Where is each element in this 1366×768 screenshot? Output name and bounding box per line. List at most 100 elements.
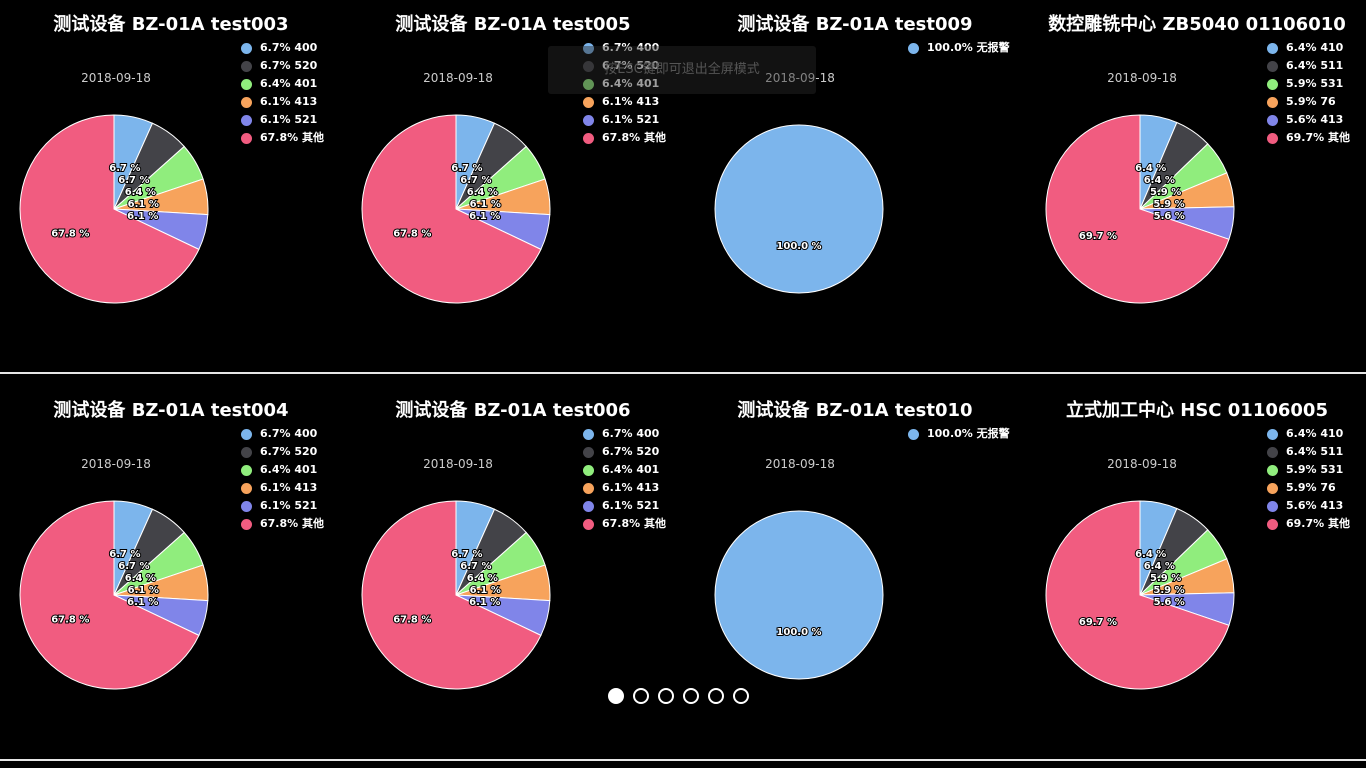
legend-marker-icon [583,428,594,440]
pager-dot[interactable] [633,688,649,704]
pie-slice[interactable] [1045,114,1230,304]
legend-marker-icon [241,518,252,530]
legend-item[interactable]: 5.9% 531 [1267,461,1350,479]
slice-data-label: 5.9 % [1153,199,1184,210]
legend-item[interactable]: 67.8% 其他 [583,515,666,533]
slice-data-label: 5.6 % [1154,597,1185,608]
legend-item[interactable]: 6.7% 520 [241,57,324,75]
pager-dot[interactable] [733,688,749,704]
pager-dot[interactable] [608,688,624,704]
legend-label: 6.7% 400 [260,427,318,440]
legend-label: 6.7% 520 [260,59,318,72]
pie-slice[interactable] [714,124,884,294]
legend-label: 5.9% 76 [1286,481,1336,494]
legend-marker-icon [1267,132,1278,144]
legend-marker-icon [241,60,252,72]
legend-item[interactable]: 6.7% 520 [241,443,324,461]
legend-marker-icon [583,132,594,144]
slice-data-label: 6.1 % [469,211,500,222]
legend-item[interactable]: 6.1% 521 [583,497,666,515]
legend-label: 6.4% 511 [1286,59,1344,72]
pie-slice[interactable] [361,500,542,690]
legend-item[interactable]: 5.9% 76 [1267,93,1350,111]
legend-marker-icon [1267,60,1278,72]
legend-item[interactable]: 6.1% 413 [241,93,324,111]
pie-chart: 6.7 %6.7 %6.4 %6.1 %6.1 %67.8 % [361,500,551,690]
slice-data-label: 6.1 % [469,597,500,608]
legend-marker-icon [241,428,252,440]
legend-label: 6.7% 400 [602,427,660,440]
legend-item[interactable]: 67.8% 其他 [583,129,666,147]
legend-item[interactable]: 6.4% 511 [1267,443,1350,461]
pager-dot[interactable] [683,688,699,704]
pie-panel: 测试设备 BZ-01A test010 2018-09-18 100.0% 无报警 1… [685,386,1026,758]
pie-slice[interactable] [19,500,200,690]
legend-item[interactable]: 69.7% 其他 [1267,129,1350,147]
legend-label: 6.4% 410 [1286,427,1344,440]
pie-panel: 测试设备 BZ-01A test009 2018-09-18 100.0% 无报警 1… [685,0,1026,372]
legend-item[interactable]: 67.8% 其他 [241,129,324,147]
legend-item[interactable]: 5.6% 413 [1267,497,1350,515]
legend-item[interactable]: 6.1% 413 [583,93,666,111]
legend-label: 6.1% 413 [260,481,318,494]
chart-date: 2018-09-18 [81,71,151,85]
legend-item[interactable]: 5.9% 531 [1267,75,1350,93]
legend-item[interactable]: 6.7% 520 [583,57,666,75]
slice-data-label: 67.8 % [393,615,431,626]
chart-legend: 6.7% 400 6.7% 520 6.4% 401 6.1% 413 6.1% 521… [241,39,324,147]
pie-slice[interactable] [1045,500,1230,690]
legend-label: 6.1% 413 [260,95,318,108]
row-divider [0,372,1366,374]
chart-date: 2018-09-18 [1107,457,1177,471]
chart-title: 测试设备 BZ-01A test003 [53,14,289,35]
slice-data-label: 6.1 % [128,199,159,210]
legend-marker-icon [1267,446,1278,458]
legend-item[interactable]: 6.7% 400 [241,39,324,57]
legend-item[interactable]: 6.7% 400 [583,39,666,57]
legend-item[interactable]: 6.1% 521 [583,111,666,129]
legend-item[interactable]: 6.7% 400 [583,425,666,443]
pager-dot[interactable] [708,688,724,704]
legend-item[interactable]: 6.1% 521 [241,111,324,129]
chart-date: 2018-09-18 [765,71,835,85]
legend-item[interactable]: 6.1% 413 [583,479,666,497]
legend-item[interactable]: 6.4% 410 [1267,39,1350,57]
carousel-pager [608,688,749,704]
pie-panel: 测试设备 BZ-01A test003 2018-09-18 6.7% 400 6.7… [1,0,342,372]
legend-item[interactable]: 100.0% 无报警 [908,39,1010,57]
legend-marker-icon [1267,42,1278,54]
slice-data-label: 5.9 % [1153,585,1184,596]
legend-item[interactable]: 6.1% 413 [241,479,324,497]
pie-slice[interactable] [361,114,542,304]
pie-chart: 6.4 %6.4 %5.9 %5.9 %5.6 %69.7 % [1045,500,1235,690]
legend-label: 67.8% 其他 [260,131,324,144]
pie-slice[interactable] [19,114,200,304]
legend-item[interactable]: 100.0% 无报警 [908,425,1010,443]
pager-dot[interactable] [658,688,674,704]
legend-label: 6.7% 400 [602,41,660,54]
legend-item[interactable]: 6.4% 401 [583,75,666,93]
slice-data-label: 6.1 % [128,585,159,596]
legend-item[interactable]: 6.4% 401 [241,75,324,93]
chart-legend: 100.0% 无报警 [908,425,1010,443]
legend-item[interactable]: 6.7% 400 [241,425,324,443]
legend-item[interactable]: 5.9% 76 [1267,479,1350,497]
legend-item[interactable]: 6.7% 520 [583,443,666,461]
pie-slice[interactable] [714,510,884,680]
legend-marker-icon [241,464,252,476]
legend-item[interactable]: 6.1% 521 [241,497,324,515]
bottom-divider [0,759,1366,761]
legend-label: 6.4% 401 [260,463,318,476]
legend-item[interactable]: 6.4% 511 [1267,57,1350,75]
legend-item[interactable]: 5.6% 413 [1267,111,1350,129]
legend-marker-icon [1267,500,1278,512]
legend-item[interactable]: 69.7% 其他 [1267,515,1350,533]
legend-item[interactable]: 67.8% 其他 [241,515,324,533]
legend-item[interactable]: 6.4% 410 [1267,425,1350,443]
legend-item[interactable]: 6.4% 401 [241,461,324,479]
legend-item[interactable]: 6.4% 401 [583,461,666,479]
chart-legend: 6.7% 400 6.7% 520 6.4% 401 6.1% 413 6.1% 521… [583,39,666,147]
chart-date: 2018-09-18 [81,457,151,471]
slice-data-label: 6.1 % [127,211,158,222]
legend-marker-icon [1267,114,1278,126]
